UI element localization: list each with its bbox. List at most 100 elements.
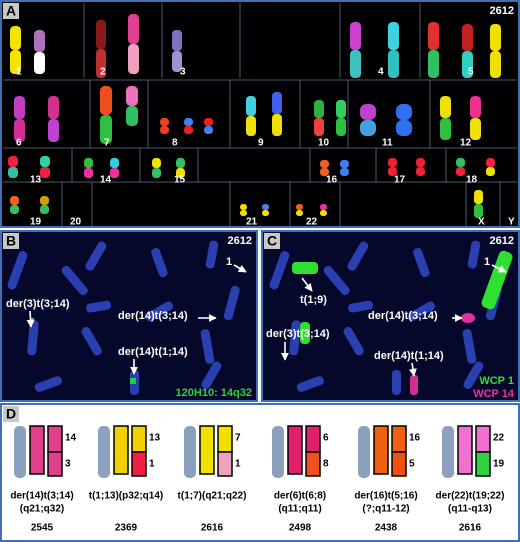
chromosome-number: 22 [493, 433, 505, 444]
translocation: (q21;q32) [20, 504, 64, 515]
chromosome [100, 86, 112, 144]
chromosome-arm [350, 22, 361, 50]
translocation: (q11-q13) [448, 504, 492, 515]
chromosome-arm [126, 106, 138, 126]
chromosome-label: 13 [30, 175, 42, 186]
chromosome-arm [314, 100, 324, 118]
chromosome-number: 5 [409, 459, 415, 470]
chromosome-arm [470, 118, 481, 140]
chromosome-arm [40, 196, 49, 205]
chromosome-arm [262, 210, 269, 216]
chromosome [289, 320, 301, 356]
case-number: 2545 [31, 523, 54, 534]
chromosome-arm [128, 44, 139, 74]
chromosome-label: 1 [16, 67, 22, 78]
chromosome [240, 204, 247, 216]
painted-chromosome [217, 425, 233, 453]
chromosome [40, 156, 50, 178]
chromosome [246, 96, 256, 136]
chromosome-arm [176, 158, 185, 168]
chromosome-arm [10, 26, 21, 50]
chromosome-arm [428, 50, 439, 78]
chromosome-arm [462, 51, 473, 78]
chromosome [323, 265, 350, 296]
panel-label-box [3, 233, 19, 249]
chromosome-arm [388, 22, 399, 50]
chromosome-arm [96, 20, 106, 49]
chromosome-arm [456, 158, 465, 167]
annotation: 1 [484, 256, 490, 268]
painted-chromosome [29, 425, 45, 475]
chromosome [343, 326, 364, 356]
painted-chromosome [131, 425, 147, 453]
chromosome [336, 100, 346, 136]
grey-chromosome [98, 426, 110, 478]
chromosome-arm [160, 126, 169, 134]
chromosome-label: 7 [104, 138, 110, 149]
chromosome [348, 300, 373, 313]
chromosome-arm [360, 104, 376, 120]
chromosome-arm [462, 24, 473, 51]
chromosome [10, 196, 19, 214]
chromosome [152, 158, 161, 178]
translocation: (?;q11-12) [362, 504, 409, 515]
chromosome [128, 14, 139, 74]
chromosome-arm [10, 205, 19, 214]
chromosome-label: 14 [100, 175, 112, 186]
painted-chromosome [305, 425, 321, 453]
chromosome-arm [350, 50, 361, 78]
chromosome [360, 104, 376, 136]
chromosome-arm [40, 205, 49, 214]
chromosome-arm [486, 167, 495, 176]
chromosome-arm [172, 30, 182, 51]
translocation: der(16)t(5;16) [354, 491, 417, 502]
annotation: der(14)t(3;14) [118, 310, 188, 322]
annotation: der(14)t(3;14) [368, 310, 438, 322]
panel-label-box [3, 3, 19, 19]
case-number: 2616 [459, 523, 482, 534]
translocation: (q11;q11) [278, 504, 321, 515]
chromosome-arm [100, 86, 112, 115]
chromosome [200, 329, 215, 364]
chromosome [151, 248, 168, 278]
annotation: der(14)t(1;14) [118, 346, 188, 358]
arrow [26, 310, 35, 328]
chromosome-label: 6 [16, 138, 22, 149]
chromosome [27, 320, 39, 356]
chromosome [350, 22, 361, 78]
panel-label: B [6, 233, 16, 249]
case-number: 2616 [201, 523, 224, 534]
chromosome [463, 361, 484, 390]
chromosome-label: 12 [460, 138, 472, 149]
chromosome-label: 5 [468, 67, 474, 78]
chromosome-number: 1 [149, 459, 155, 470]
chromosome [14, 96, 25, 142]
chromosome-label: 19 [30, 217, 42, 228]
chromosome [145, 301, 174, 322]
chromosome-arm [8, 167, 18, 178]
karyotype-item [442, 425, 491, 478]
chromosome-label: 2 [100, 67, 106, 78]
panel-label: A [6, 3, 16, 19]
chromosome-arm [204, 126, 213, 134]
painted-chromosome [47, 451, 63, 477]
painted-chromosome [217, 451, 233, 477]
chromosome [262, 204, 269, 216]
fish-signal [130, 378, 136, 384]
chromosome-label: 22 [306, 217, 318, 228]
chromosome-label: X [478, 217, 485, 228]
chromosome-arm [396, 120, 412, 136]
annotation: der(3)t(3;14) [6, 298, 70, 310]
chromosome-arm [388, 167, 397, 176]
chromosome [184, 118, 193, 134]
chromosome-label: Y [508, 217, 515, 228]
chromosome-arm [246, 116, 256, 136]
chromosome-arm [428, 22, 439, 50]
chromosome [223, 285, 240, 321]
chromosome-arm [272, 92, 282, 114]
chromosome-arm [336, 118, 346, 136]
karyotype-item [272, 425, 321, 478]
chromosome [470, 96, 481, 140]
legend-entry: WCP 14 [473, 388, 515, 400]
